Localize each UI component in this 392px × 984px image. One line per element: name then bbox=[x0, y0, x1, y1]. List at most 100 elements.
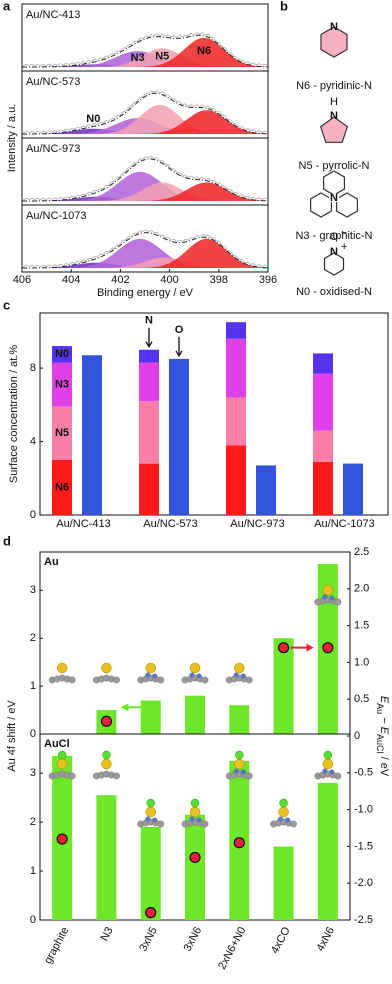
arrow-head bbox=[145, 341, 153, 348]
x-tick-label: 2xN6+N0 bbox=[216, 925, 248, 971]
envelope bbox=[22, 34, 269, 68]
bar bbox=[273, 638, 294, 734]
annotation: O bbox=[175, 324, 184, 336]
peak-area bbox=[22, 128, 268, 134]
cluster-atom bbox=[102, 750, 111, 760]
cluster-atom bbox=[56, 662, 68, 674]
cluster-atom bbox=[146, 798, 155, 808]
bar bbox=[185, 695, 205, 734]
bar-segment bbox=[343, 463, 363, 515]
y-tick-label: 1 bbox=[30, 865, 36, 877]
cluster-atom bbox=[329, 769, 335, 775]
bar bbox=[96, 795, 117, 920]
dot bbox=[322, 642, 334, 654]
series-label: N3 bbox=[55, 379, 69, 391]
cluster-atom bbox=[201, 676, 209, 684]
atom: N bbox=[330, 110, 338, 122]
raw-spectrum bbox=[21, 90, 269, 134]
panel-label: d bbox=[3, 533, 11, 548]
arrow-head bbox=[306, 643, 314, 652]
bar-segment bbox=[313, 353, 333, 374]
raw-spectrum bbox=[21, 155, 269, 201]
y-tick-label: 0 bbox=[30, 914, 36, 926]
atom: O bbox=[330, 231, 339, 243]
cluster-atom bbox=[101, 758, 112, 770]
structure-label: N6 - pyridinic-N bbox=[296, 80, 372, 92]
cluster-atom bbox=[101, 662, 112, 674]
atom: N bbox=[330, 21, 338, 33]
dot bbox=[233, 837, 245, 849]
subplot-frame bbox=[21, 204, 269, 273]
dot bbox=[145, 907, 157, 919]
y2-tick-label: -0.5 bbox=[354, 767, 373, 779]
cluster-atom bbox=[233, 672, 239, 678]
cluster-atom bbox=[113, 772, 120, 780]
bar-segment bbox=[52, 346, 72, 363]
cluster-atom bbox=[56, 758, 68, 770]
ring bbox=[336, 192, 358, 218]
bar bbox=[273, 846, 294, 920]
cluster-atom bbox=[157, 676, 165, 684]
cluster-atom bbox=[189, 816, 195, 822]
cluster-atom bbox=[234, 662, 245, 674]
bar-segment bbox=[313, 430, 333, 462]
cluster-atom bbox=[68, 772, 76, 780]
peak-label: N3 bbox=[131, 52, 145, 64]
y2-tick-label: 2.0 bbox=[354, 583, 369, 595]
raw-spectrum bbox=[21, 32, 269, 67]
y2-tick-label: 1.0 bbox=[354, 656, 369, 668]
peak-area bbox=[22, 238, 268, 268]
y-axis-label: Intensity / a.u. bbox=[6, 104, 18, 172]
cluster-atom bbox=[234, 758, 245, 770]
y2-tick-label: -1.0 bbox=[354, 804, 373, 816]
x-tick-label: 400 bbox=[160, 274, 178, 286]
x-tick-label: 406 bbox=[13, 274, 31, 286]
ring bbox=[320, 26, 348, 58]
peak-area bbox=[22, 110, 268, 134]
y-tick-label: 0 bbox=[30, 509, 36, 521]
cluster-atom bbox=[334, 598, 342, 606]
x-tick-label: Au/NC-973 bbox=[230, 518, 284, 530]
cluster-atom bbox=[245, 772, 253, 780]
bar-segment bbox=[139, 401, 159, 464]
cluster-atom bbox=[68, 676, 76, 684]
x-axis-label: Binding energy / eV bbox=[97, 287, 194, 299]
peak-area bbox=[22, 257, 268, 268]
peak-label: N6 bbox=[197, 45, 211, 57]
cluster-atom bbox=[145, 662, 156, 674]
bar bbox=[140, 827, 161, 920]
bar bbox=[317, 782, 338, 920]
subplot-title: Au bbox=[44, 556, 59, 568]
peak-area bbox=[22, 104, 268, 134]
y2-tick-label: 2.5 bbox=[354, 546, 369, 558]
subplot-title: Au/NC-413 bbox=[26, 9, 80, 21]
subplot-title: Au/NC-573 bbox=[26, 76, 80, 88]
series-label: N5 bbox=[55, 427, 69, 439]
y-tick-label: 3 bbox=[30, 584, 36, 596]
cluster-atom bbox=[196, 673, 202, 679]
cluster-atom bbox=[235, 750, 244, 760]
bar-segment bbox=[82, 355, 102, 515]
y2-tick-label: -2.5 bbox=[354, 914, 373, 926]
cluster-atom bbox=[189, 806, 201, 818]
atom: H bbox=[330, 96, 338, 108]
peak-area bbox=[22, 238, 268, 268]
x-tick-label: graphite bbox=[42, 925, 71, 966]
y2-label-part: AuCl bbox=[375, 734, 385, 754]
peak-area bbox=[22, 182, 268, 201]
bar-segment bbox=[139, 463, 159, 515]
cluster-atom bbox=[57, 750, 67, 760]
bar-segment bbox=[52, 406, 72, 460]
dot bbox=[100, 715, 113, 727]
cluster-atom bbox=[145, 806, 156, 818]
y2-label-part: E bbox=[378, 696, 390, 704]
cluster-atom bbox=[322, 594, 328, 600]
bar-segment bbox=[313, 373, 333, 431]
y-tick-label: 3 bbox=[30, 767, 36, 779]
bar-segment bbox=[226, 338, 246, 398]
x-tick-label: 3xN6 bbox=[182, 925, 205, 953]
y-tick-label: 2 bbox=[30, 632, 36, 644]
bar-segment bbox=[226, 322, 246, 339]
series-label: N6 bbox=[55, 481, 69, 493]
